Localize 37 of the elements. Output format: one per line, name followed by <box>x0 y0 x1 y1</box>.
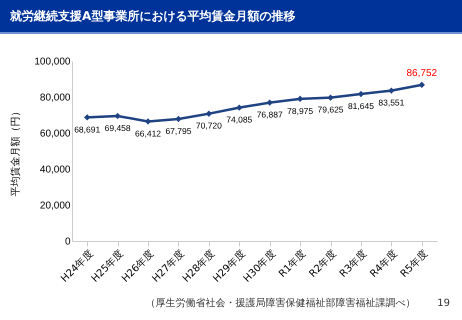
text: 79,625 <box>318 104 344 115</box>
y-tick-label: 20,000 <box>40 200 71 212</box>
point <box>266 99 273 106</box>
annotation: 86,752 <box>406 68 438 79</box>
text: 78,975 <box>287 106 314 116</box>
text: 66,412 <box>135 128 162 138</box>
point <box>236 104 242 111</box>
chart-title: 就労継続支援A型事業所における平均賃金月額の推移 <box>0 0 462 34</box>
text: 70,720 <box>196 120 222 131</box>
x-tick-label: R1年度 <box>276 248 308 280</box>
text: （厚生労働省社会・援護局障害保健福祉部障害福祉課調べ） <box>145 296 416 310</box>
y-tick-label: 80,000 <box>40 92 71 104</box>
x-tick-label: R5年度 <box>398 248 430 280</box>
x-tick-label: R2年度 <box>306 248 339 280</box>
text: 68,691 <box>74 124 100 134</box>
x-tick-label: R3年度 <box>337 248 370 280</box>
text: 69,458 <box>104 122 131 133</box>
point <box>84 114 90 121</box>
point <box>296 96 304 102</box>
text: 19 <box>437 298 450 308</box>
point <box>418 82 425 88</box>
text: 81,645 <box>348 101 374 112</box>
text: 83,551 <box>378 98 404 108</box>
y-tick-label: 40,000 <box>40 164 71 176</box>
y-tick-label: 100,000 <box>34 56 71 68</box>
text: 76,887 <box>256 110 283 120</box>
x-tick-label: R4年度 <box>368 248 400 280</box>
point <box>206 110 212 117</box>
y-tick-label: 60,000 <box>40 128 71 140</box>
text: 74,085 <box>226 114 252 125</box>
point <box>175 116 182 122</box>
point <box>358 90 364 98</box>
y-tick-label: 0 <box>64 236 71 248</box>
point <box>144 118 152 125</box>
text: 67,795 <box>165 126 192 136</box>
point <box>388 87 395 94</box>
y-axis-title: 平均賃金月額（円） <box>9 106 22 196</box>
